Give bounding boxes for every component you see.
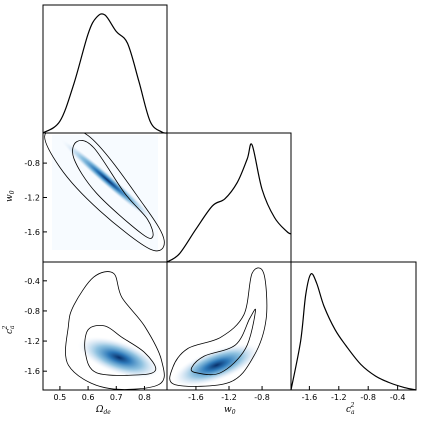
contour-1sigma-omega-ca2 (84, 325, 157, 376)
panel-w0-marginal (166, 132, 292, 263)
y-tick-label: -1.6 (24, 228, 40, 237)
panel-frame (42, 4, 168, 134)
omega-x-axis-label: Ωde (95, 405, 111, 416)
w0-x-axis-label: w0 (224, 405, 236, 416)
w0-marginal-curve (166, 143, 292, 263)
y-tick-label: -1.6 (24, 367, 40, 376)
density-w0-ca2 (171, 343, 262, 388)
density-omega-ca2 (77, 336, 161, 380)
ca2-x-axis-label: ca2 (346, 402, 355, 416)
contour-2sigma-omega-ca2 (65, 271, 165, 390)
y-tick-label: -0.8 (24, 159, 40, 168)
x-tick-label: -1.6 (188, 393, 204, 402)
panel-omega-marginal (42, 4, 168, 134)
x-tick-label: -1.6 (302, 393, 318, 402)
panel-omega-w0-joint: -1.6 -1.2 -0.8 w0 (5, 132, 168, 263)
x-tick-label: -0.8 (254, 393, 270, 402)
x-tick-label: 0.7 (110, 393, 123, 402)
x-tick-label: 0.6 (82, 393, 95, 402)
y-tick-label: -1.2 (24, 194, 40, 203)
ca2-y-axis-label: ca2 (2, 325, 16, 334)
y-tick-label: -0.8 (24, 307, 40, 316)
w0-y-ticks: -1.6 -1.2 -0.8 (24, 159, 47, 237)
contour-1sigma-omega-w0 (72, 139, 154, 239)
ca2-marginal-curve (290, 273, 417, 391)
panel-w0-ca2-joint: -1.6 -1.2 -0.8 w0 (166, 261, 292, 416)
panel-omega-ca2-joint: -1.6 -1.2 -0.8 -0.4 0.5 0.6 0.7 0.8 ca2 Ωde (2, 261, 168, 416)
x-tick-label: 0.5 (54, 393, 67, 402)
x-tick-label: -0.8 (360, 393, 376, 402)
ca2-x-ticks: -1.6 -1.2 -0.8 -0.4 (302, 386, 406, 402)
contour-1sigma-w0-ca2 (190, 308, 256, 376)
density-blob (77, 336, 161, 380)
x-tick-label: -1.2 (221, 393, 237, 402)
w0-y-axis-label: w0 (5, 190, 16, 202)
omega-marginal-curve (42, 13, 168, 134)
ca2-y-ticks: -1.6 -1.2 -0.8 -0.4 (24, 277, 47, 376)
x-tick-label: -0.4 (390, 393, 406, 402)
density-blob (171, 343, 262, 388)
y-tick-label: -0.4 (24, 277, 40, 286)
y-tick-label: -1.2 (24, 337, 40, 346)
panel-frame (166, 132, 292, 263)
x-tick-label: 0.8 (138, 393, 151, 402)
contour-2sigma-w0-ca2 (169, 267, 268, 387)
contour-2sigma-omega-w0 (44, 133, 165, 252)
omega-x-ticks: 0.5 0.6 0.7 0.8 (54, 386, 151, 402)
w0-x-ticks: -1.6 -1.2 -0.8 (188, 386, 270, 402)
x-tick-label: -1.2 (331, 393, 347, 402)
panel-frame (290, 261, 417, 391)
panel-ca2-marginal: -1.6 -1.2 -0.8 -0.4 ca2 (290, 261, 417, 416)
